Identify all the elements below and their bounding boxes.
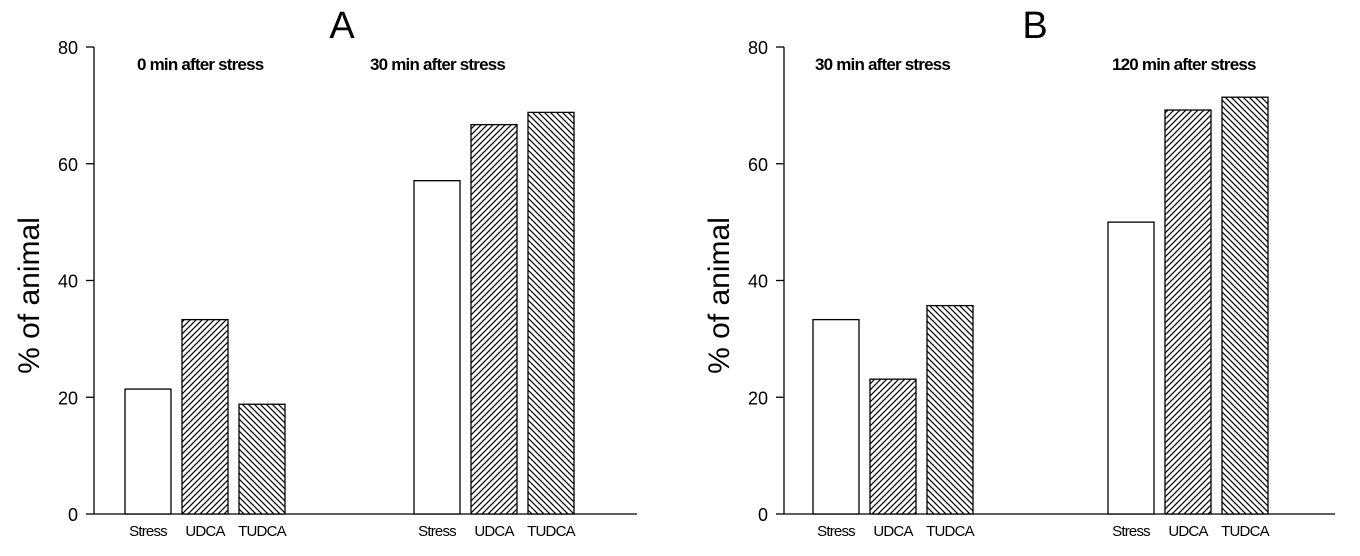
x-category-label: UDCA bbox=[873, 523, 913, 540]
x-category-label: Stress bbox=[129, 523, 167, 540]
panel-letter: B bbox=[1022, 5, 1047, 47]
bar-tudca bbox=[527, 111, 575, 515]
y-axis-label: % of animal bbox=[13, 217, 46, 374]
y-tick-label: 40 bbox=[748, 272, 768, 292]
y-tick-label: 80 bbox=[748, 38, 768, 58]
y-tick-label: 20 bbox=[748, 388, 768, 408]
bar-udca bbox=[470, 123, 518, 515]
x-category-label: Stress bbox=[817, 523, 855, 540]
y-axis-label: % of animal bbox=[703, 217, 736, 374]
x-category-label: Stress bbox=[1112, 523, 1150, 540]
y-tick-label: 60 bbox=[748, 155, 768, 175]
x-category-label: TUDCA bbox=[527, 523, 575, 540]
y-tick-label: 40 bbox=[58, 272, 78, 292]
bar-udca bbox=[181, 318, 229, 515]
bar-udca bbox=[869, 378, 917, 515]
x-category-label: UDCA bbox=[474, 523, 514, 540]
y-tick-label: 80 bbox=[58, 38, 78, 58]
group-title: 0 min after stress bbox=[137, 55, 264, 74]
y-tick-label: 0 bbox=[68, 505, 78, 525]
bar-stress bbox=[812, 318, 860, 515]
bar-tudca bbox=[1221, 96, 1269, 515]
bar-stress bbox=[413, 180, 461, 515]
group-title: 30 min after stress bbox=[370, 55, 505, 74]
bar-tudca bbox=[238, 403, 286, 515]
group-title: 120 min after stress bbox=[1112, 55, 1256, 74]
chart-panel-b: 0 20 40 60 80 % of animal B 30 min after stress… bbox=[703, 5, 1335, 540]
x-category-label: TUDCA bbox=[238, 523, 286, 540]
x-category-label: Stress bbox=[418, 523, 456, 540]
x-category-label: TUDCA bbox=[1221, 523, 1269, 540]
chart-panel-a: 0 20 40 60 80 % of animal A 0 min after stress S… bbox=[13, 5, 637, 540]
x-category-label: TUDCA bbox=[926, 523, 974, 540]
bar-stress bbox=[1107, 221, 1155, 515]
x-category-label: UDCA bbox=[185, 523, 225, 540]
bar-udca bbox=[1164, 109, 1212, 515]
panel-letter: A bbox=[329, 5, 355, 47]
group-title: 30 min after stress bbox=[815, 55, 950, 74]
y-tick-label: 60 bbox=[58, 155, 78, 175]
bar-stress bbox=[124, 388, 172, 515]
y-tick-label: 0 bbox=[758, 505, 768, 525]
x-category-label: UDCA bbox=[1168, 523, 1208, 540]
bar-tudca bbox=[926, 304, 974, 515]
y-tick-label: 20 bbox=[58, 388, 78, 408]
